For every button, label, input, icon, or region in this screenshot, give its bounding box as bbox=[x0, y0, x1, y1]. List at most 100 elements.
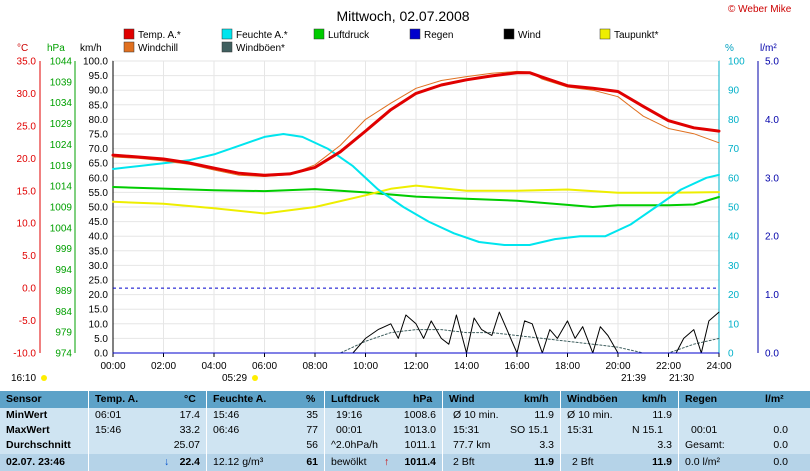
gust-max-direction: N 15.1 bbox=[632, 424, 663, 436]
wind-tick-label: 45.0 bbox=[89, 217, 109, 228]
humidity-tick-label: 10 bbox=[728, 319, 740, 330]
hdr-press-unit: hPa bbox=[413, 393, 433, 405]
unit-lm2: l/m² bbox=[760, 43, 777, 54]
pressure-tick-label: 989 bbox=[55, 286, 72, 297]
gust-time: 15:31 bbox=[567, 424, 594, 436]
series-luftdruck bbox=[112, 186, 720, 208]
pressure-tick-label: 999 bbox=[55, 244, 72, 255]
temp-tick-label: 0.0 bbox=[22, 284, 36, 295]
wind-value: 11.9 bbox=[534, 409, 554, 421]
x-tick-label: 20:00 bbox=[605, 361, 630, 372]
temp-tick-label: 15.0 bbox=[17, 186, 37, 197]
hum-time: 06:46 bbox=[213, 424, 240, 436]
x-tick-label: 22:00 bbox=[656, 361, 681, 372]
pressure-tick-label: 1019 bbox=[50, 161, 73, 172]
chart-legend: Temp. A.* Feuchte A.* Luftdruck Regen Wind Ta… bbox=[123, 28, 659, 54]
rain-time: 00:01 bbox=[691, 424, 718, 436]
wind-tick-label: 50.0 bbox=[89, 203, 109, 214]
temp-tick-label: -10.0 bbox=[13, 349, 36, 360]
rain-tick-label: 1.0 bbox=[765, 290, 779, 301]
humidity-tick-label: 30 bbox=[728, 261, 740, 272]
legend-swatch bbox=[123, 41, 135, 53]
hdr-temp: Temp. A. bbox=[95, 393, 139, 405]
x-tick-label: 00:00 bbox=[100, 361, 125, 372]
humidity-tick-label: 50 bbox=[728, 203, 740, 214]
hdr-rain: Regen bbox=[685, 393, 718, 405]
wind-tick-label: 35.0 bbox=[89, 246, 109, 257]
wind-tick-label: 90.0 bbox=[89, 86, 109, 97]
hum-absolute: 12.12 g/m³ bbox=[213, 456, 264, 468]
temp-tick-label: -5.0 bbox=[19, 316, 37, 327]
legend-swatch bbox=[221, 41, 233, 53]
series-feuchte-a bbox=[112, 133, 720, 246]
rain-value: 0.0 bbox=[773, 439, 788, 451]
humidity-tick-label: 70 bbox=[728, 144, 740, 155]
chart-title: Mittwoch, 02.07.2008 bbox=[336, 8, 469, 24]
x-tick-label: 16:00 bbox=[504, 361, 529, 372]
legend-label: Luftdruck bbox=[328, 30, 370, 41]
row-label: MinWert bbox=[6, 409, 48, 421]
wind-tick-label: 5.0 bbox=[94, 334, 108, 345]
row-label: 02.07. 23:46 bbox=[6, 456, 65, 468]
pressure-tick-label: 1024 bbox=[50, 140, 73, 151]
x-tick-label: 04:00 bbox=[201, 361, 226, 372]
wind-tick-label: 30.0 bbox=[89, 261, 109, 272]
col-sep bbox=[560, 391, 561, 471]
temp-tick-label: 30.0 bbox=[17, 89, 37, 100]
x-tick-label: 14:00 bbox=[454, 361, 479, 372]
rain-value: 0.0 bbox=[773, 456, 788, 468]
right-time: 21:30 bbox=[669, 373, 694, 384]
rain-tick-label: 5.0 bbox=[765, 57, 779, 68]
series-temp-a bbox=[111, 71, 721, 177]
col-sep bbox=[678, 391, 679, 471]
hdr-wind-unit: km/h bbox=[524, 393, 549, 405]
stats-current-row bbox=[0, 454, 810, 471]
pressure-tick-label: 974 bbox=[55, 349, 72, 360]
legend-label: Windchill bbox=[138, 43, 178, 54]
credit-label: © Weber Mike bbox=[728, 4, 792, 15]
press-value: 1008.6 bbox=[403, 409, 436, 421]
temp-tick-label: 35.0 bbox=[17, 57, 37, 68]
temp-value: 22.4 bbox=[179, 456, 200, 468]
hum-time: 15:46 bbox=[213, 409, 240, 421]
wind-tick-label: 40.0 bbox=[89, 232, 109, 243]
pressure-tick-label: 1014 bbox=[50, 182, 73, 193]
temp-time: 06:01 bbox=[95, 409, 122, 421]
sun-markers: 16:10 05:29 21:39 21:30 bbox=[11, 373, 694, 384]
pressure-tick-label: 1029 bbox=[50, 119, 73, 130]
sun-left-icon bbox=[41, 375, 47, 381]
hdr-wind: Wind bbox=[449, 393, 475, 405]
press-value: 1013.0 bbox=[403, 424, 436, 436]
wind-tick-label: 75.0 bbox=[89, 130, 109, 141]
legend-swatch bbox=[123, 28, 135, 40]
humidity-tick-label: 20 bbox=[728, 290, 740, 301]
humidity-tick-label: 40 bbox=[728, 232, 740, 243]
press-value: 1011.1 bbox=[404, 439, 436, 451]
x-tick-label: 18:00 bbox=[555, 361, 580, 372]
press-value: 1011.4 bbox=[404, 456, 436, 468]
x-tick-label: 06:00 bbox=[252, 361, 277, 372]
pressure-tick-label: 1044 bbox=[50, 57, 73, 68]
legend-label: Taupunkt* bbox=[614, 30, 659, 41]
wind-tick-label: 0.0 bbox=[94, 349, 108, 360]
gust-bft: 2 Bft bbox=[572, 456, 594, 468]
gust-time: Ø 10 min. bbox=[567, 409, 613, 421]
pressure-tick-label: 1034 bbox=[50, 98, 73, 109]
rain-tick-label: 2.0 bbox=[765, 232, 779, 243]
gust-value: 11.9 bbox=[652, 409, 672, 421]
sunset-time: 21:39 bbox=[621, 373, 646, 384]
x-tick-label: 12:00 bbox=[403, 361, 428, 372]
wind-tick-label: 25.0 bbox=[89, 276, 109, 287]
hdr-press: Luftdruck bbox=[331, 393, 380, 405]
wind-distance: 77.7 km bbox=[453, 439, 491, 451]
rain-value: 0.0 bbox=[773, 424, 788, 436]
wind-tick-label: 60.0 bbox=[89, 173, 109, 184]
rain-tick-label: 0.0 bbox=[765, 349, 779, 360]
wind-tick-label: 95.0 bbox=[89, 71, 109, 82]
hum-value: 61 bbox=[306, 456, 318, 468]
sun-left-time: 16:10 bbox=[11, 373, 36, 384]
pressure-tick-label: 994 bbox=[55, 265, 72, 276]
unit-celsius: °C bbox=[17, 43, 28, 54]
humidity-tick-label: 90 bbox=[728, 86, 740, 97]
pressure-tick-label: 979 bbox=[55, 328, 72, 339]
